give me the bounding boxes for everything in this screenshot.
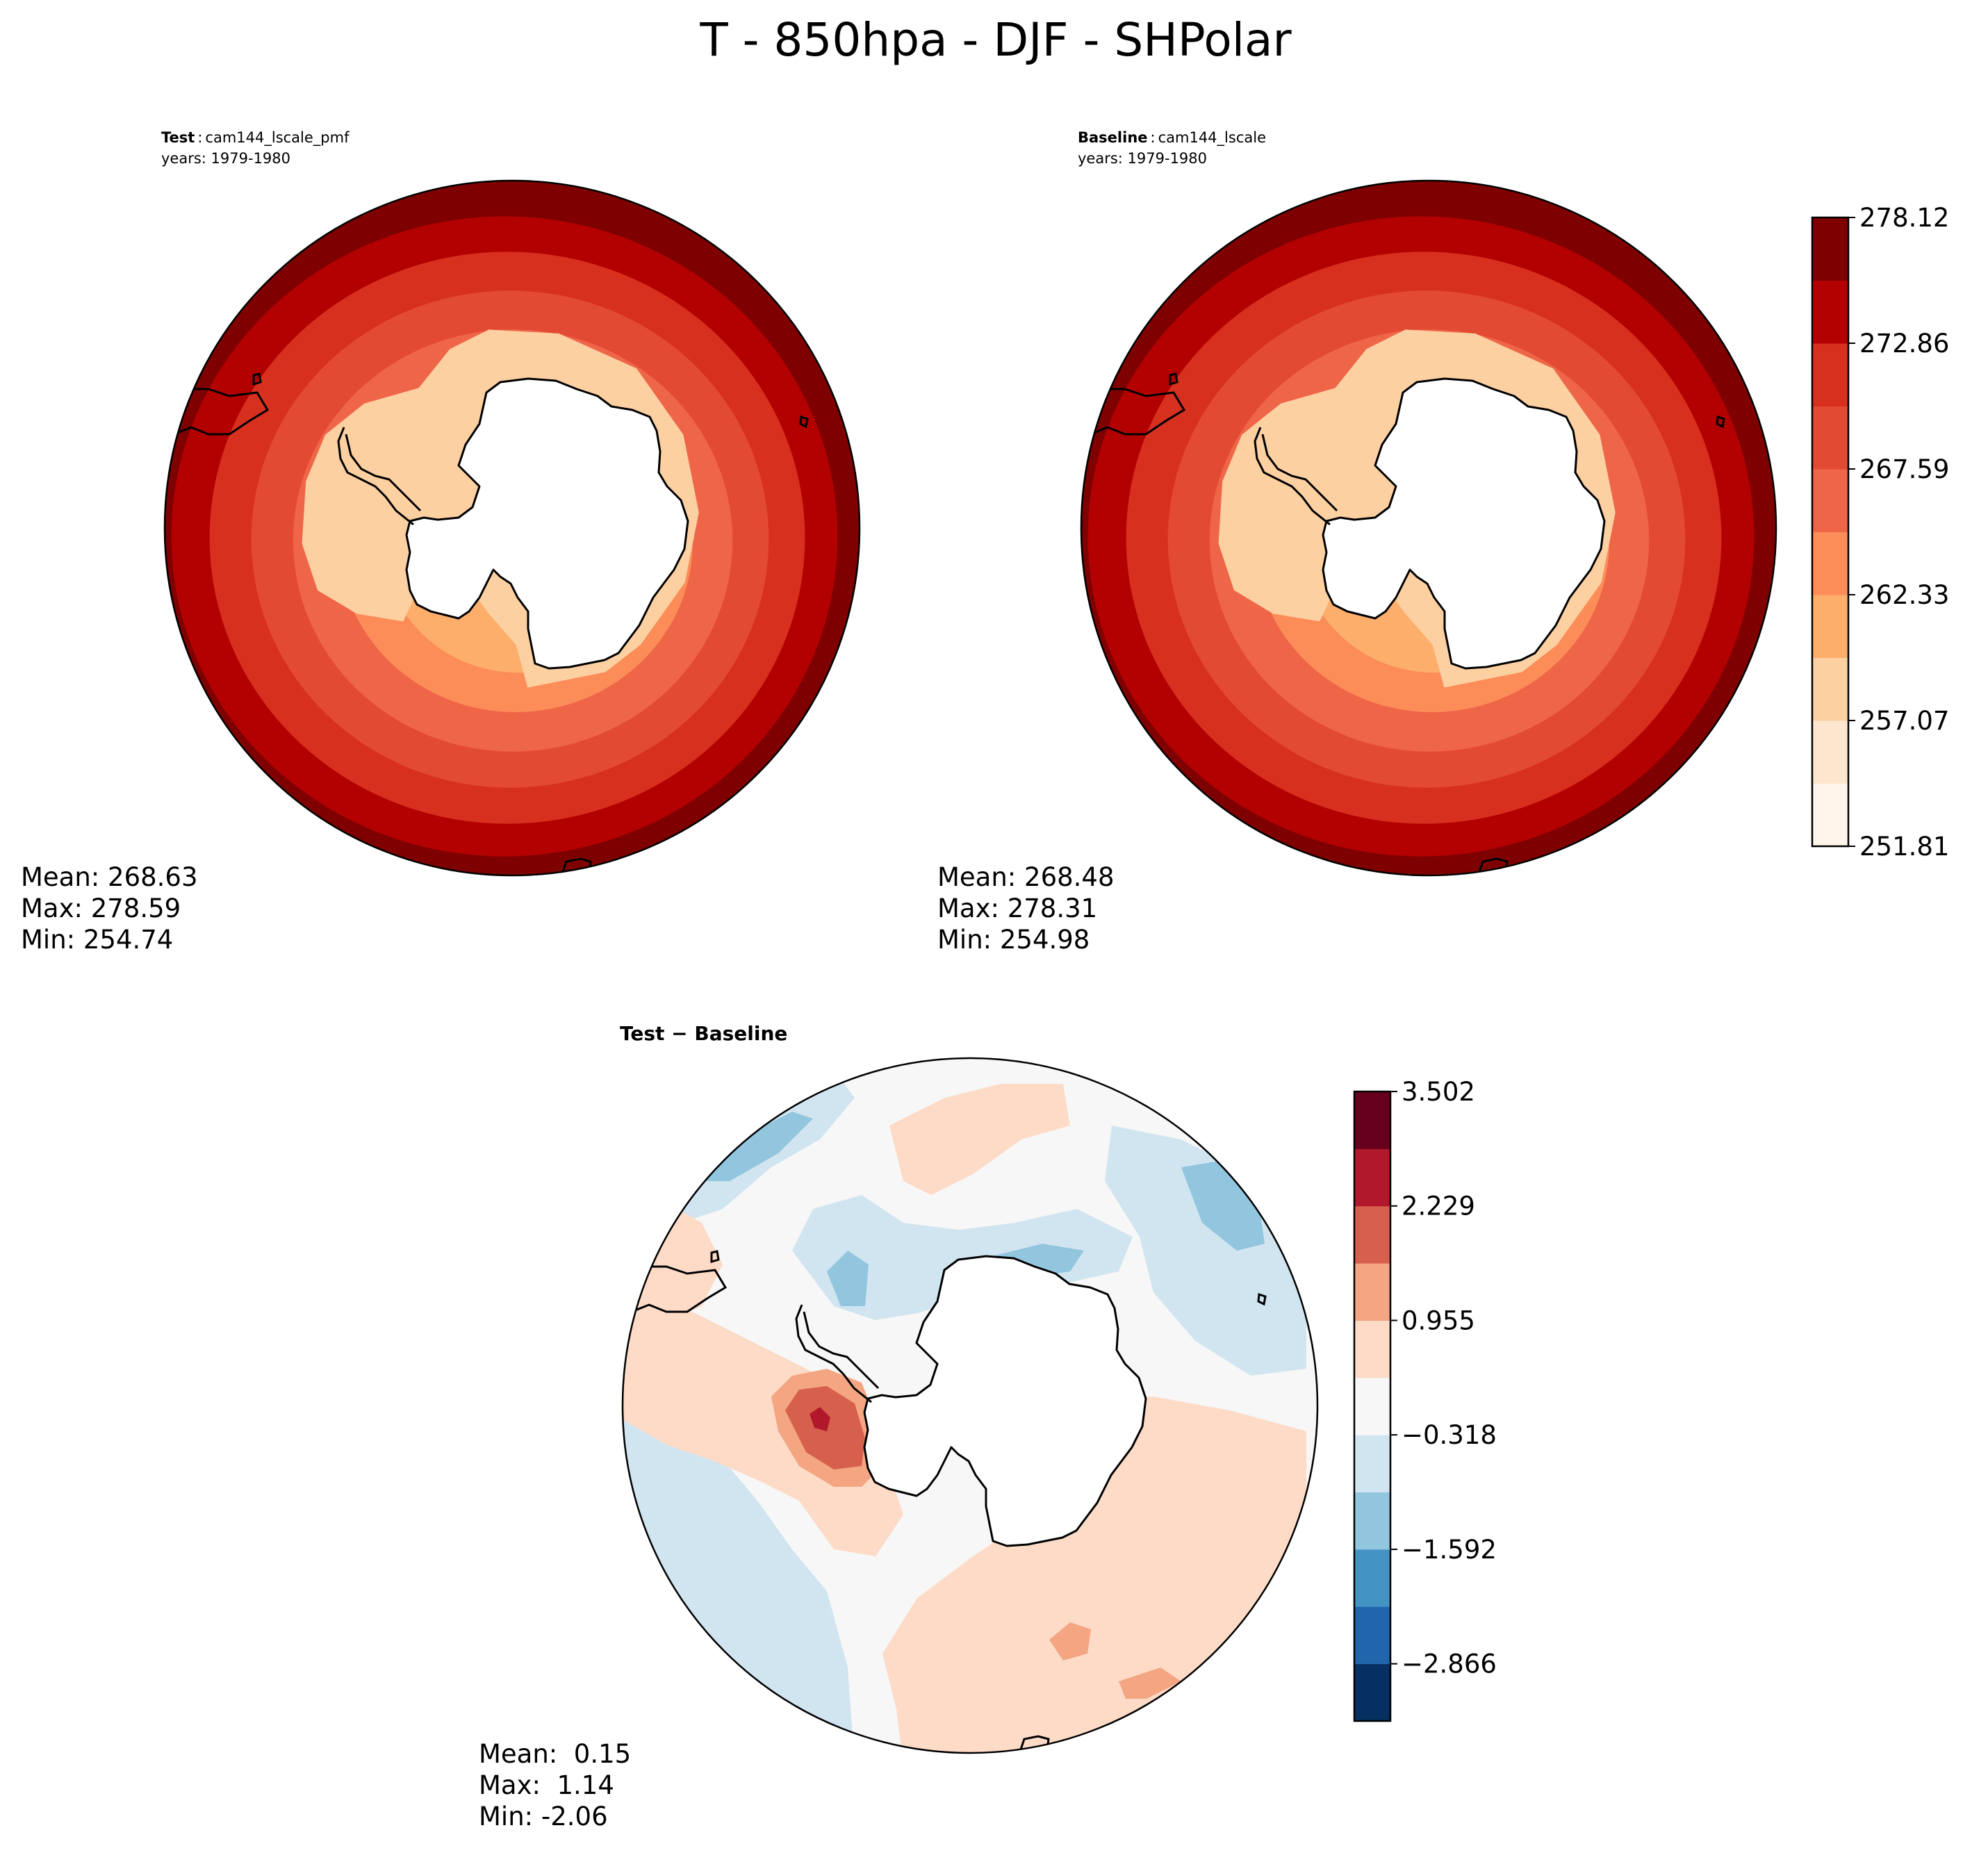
diff-colorbar-tick-label-3: −0.318 [1402,1420,1497,1450]
diff-island-1 [624,1265,728,1313]
diff-island-3 [1257,1292,1267,1306]
diff-colorbar-tick-label-4: −1.592 [1402,1535,1497,1565]
main-colorbar-tick-label-0: 251.81 [1859,832,1949,862]
baseline-island-2 [1169,372,1178,386]
baseline-map [1080,179,1777,877]
diff-red-top-band [889,1084,1070,1195]
baseline-continent [1322,377,1606,670]
test-island-4 [561,857,592,873]
main-colorbar-segment-6 [1812,406,1848,470]
test-case-name: cam144_lscale_pmf [205,129,350,147]
test-years: years: 1979-1980 [161,150,290,167]
test-map-border [163,179,861,877]
baseline-max: Max: 278.31 [937,893,1097,923]
test-island-2 [252,372,262,386]
baseline-mean: Mean: 268.48 [937,862,1115,892]
diff-map-border [621,1057,1319,1754]
diff-colorbar-segment-5 [1354,1377,1390,1435]
main-colorbar-tick-label-3: 267.59 [1859,454,1949,484]
diff-title: Test − Baseline [620,1022,787,1045]
baseline-island-1 [1083,388,1186,436]
baseline-years: years: 1979-1980 [1078,150,1207,167]
main-colorbar-segment-1 [1812,720,1848,784]
diff-colorbar-tick-label-2: 0.955 [1402,1306,1475,1335]
main-colorbar-tick-label-5: 278.12 [1859,203,1949,233]
main-colorbar-segment-8 [1812,280,1848,344]
baseline-island-4 [1478,857,1509,873]
diff-colorbar-tick-label-1: 2.229 [1402,1192,1475,1221]
test-continent [405,377,689,670]
diff-blue-center-north-mid [827,1251,869,1306]
diff-colorbar-segment-8 [1354,1205,1390,1264]
main-colorbar-segment-3 [1812,595,1848,658]
diff-colorbar-tick-label-5: −2.866 [1402,1649,1497,1679]
diff-colorbar-segment-3 [1354,1492,1390,1550]
diff-stats: Mean: 0.15 Max: 1.14 Min: -2.06 [479,1739,631,1831]
test-peninsula [337,427,422,526]
baseline-map-border [1080,179,1777,877]
baseline-min: Min: 254.98 [937,925,1090,955]
diff-colorbar-segment-2 [1354,1549,1390,1607]
test-max: Max: 278.59 [21,893,181,923]
diff-peninsula [795,1304,880,1403]
diff-red-right-spot-2 [1119,1667,1181,1699]
main-colorbar-segment-0 [1812,783,1848,847]
diff-colorbar-segment-10 [1354,1092,1390,1149]
diff-red-right-spot-1 [1049,1622,1091,1661]
baseline-label-bold: Baseline [1078,129,1148,146]
baseline-label-sep: : [1151,129,1156,146]
test-antarctica [166,329,809,873]
diff-min: Min: -2.06 [479,1802,608,1831]
test-label: Test: cam144_lscale_pmf [161,129,350,147]
baseline-case-name: cam144_lscale [1158,129,1266,147]
main-colorbar-segment-4 [1812,532,1848,595]
test-label-sep: : [197,129,202,146]
diff-colorbar: 3.502 2.229 0.955 −0.318 −1.592 −2.866 [1353,1077,1497,1722]
diff-island-4 [1019,1735,1050,1750]
diff-colorbar-segment-9 [1354,1148,1390,1207]
diff-max: Max: 1.14 [479,1770,614,1800]
diff-mean: Mean: 0.15 [479,1739,631,1769]
baseline-peninsula [1254,427,1338,526]
baseline-label: Baseline: cam144_lscale [1078,129,1266,147]
main-colorbar-tick-label-1: 257.07 [1859,706,1949,736]
test-label-bold: Test [161,129,195,146]
main-colorbar-frame [1811,216,1850,848]
diff-colorbar-segment-7 [1354,1263,1390,1321]
baseline-antarctica [1083,329,1725,873]
diff-red-core-dark [810,1407,830,1431]
figure-title: T - 850hpa - DJF - SHPolar [699,13,1292,67]
diff-island-2 [710,1250,720,1264]
main-colorbar-segment-7 [1812,343,1848,406]
test-island-1 [166,388,270,436]
main-colorbar-segment-9 [1812,217,1848,281]
main-colorbar-segment-2 [1812,657,1848,721]
main-colorbar-segment-5 [1812,469,1848,532]
baseline-stats: Mean: 268.48 Max: 278.31 Min: 254.98 [937,862,1115,955]
main-colorbar-tick-label-4: 272.86 [1859,329,1949,359]
diff-map [621,1057,1319,1754]
diff-continent [863,1255,1147,1547]
baseline-island-3 [1716,415,1725,429]
diff-colorbar-segment-4 [1354,1435,1390,1493]
diff-red-left-band [623,1292,903,1556]
test-map [163,179,861,877]
diff-field [623,1058,1317,1753]
diff-colorbar-segment-1 [1354,1606,1390,1665]
test-island-3 [799,415,809,429]
diff-blue-center-north [792,1195,1133,1320]
diff-colorbar-segment-0 [1354,1663,1390,1722]
test-min: Min: 254.74 [21,925,173,955]
diff-colorbar-segment-6 [1354,1320,1390,1378]
main-colorbar: 251.81 257.07 262.33 267.59 272.86 278.12 [1811,203,1949,862]
test-stats: Mean: 268.63 Max: 278.59 Min: 254.74 [21,862,198,955]
test-mean: Mean: 268.63 [21,862,198,892]
main-colorbar-tick-label-2: 262.33 [1859,580,1949,610]
diff-colorbar-tick-label-0: 3.502 [1402,1077,1475,1107]
diff-colorbar-frame [1353,1090,1392,1722]
